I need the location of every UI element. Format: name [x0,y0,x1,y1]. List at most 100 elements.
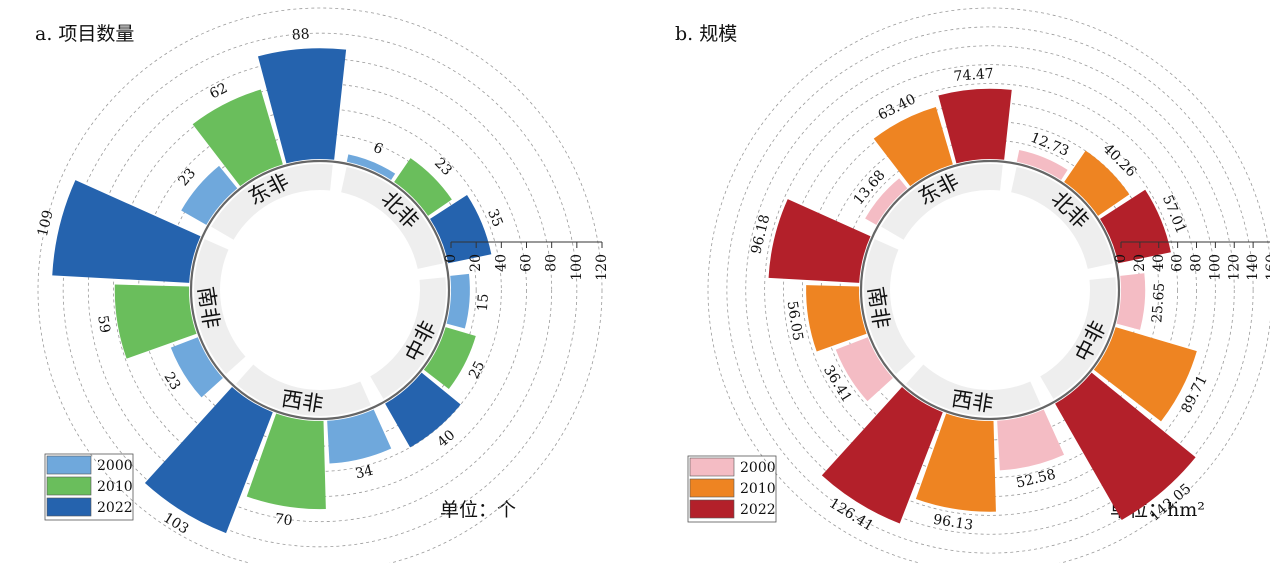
region-band [341,166,444,269]
axis-tick-label: 0 [443,254,459,263]
bar-2000-region-0 [1016,150,1068,180]
legend-label-2022: 2022 [740,502,776,518]
grid-ring [745,45,1235,535]
chart-a-title: a. 项目数量 [35,23,134,45]
axis-tick-label: 80 [544,254,560,272]
value-label: 23 [160,370,183,394]
bar-2000-region-1 [1116,273,1146,330]
legend-frame [687,455,777,523]
bar-2010-region-3 [114,284,197,359]
value-label: 35 [484,207,506,230]
chart-b-title: b. 规模 [675,23,737,45]
region-label: 南非 [193,285,223,330]
region-band [1040,277,1116,399]
axis-tick-label: 40 [493,254,509,272]
bar-2022-region-1 [385,372,461,448]
value-label: 74.47 [953,66,994,85]
legend-swatch-2022 [689,499,735,519]
value-label: 88 [291,26,310,43]
axis-tick-label: 60 [1170,254,1186,272]
region-label: 西非 [950,386,995,416]
chart-b-bars [768,88,1197,524]
chart-b-radial-axis: 0 20 40 60 80 100 120 140 160 [1113,241,1270,281]
bar-2010-region-1 [423,327,476,389]
axis-tick-label: 140 [1245,254,1261,281]
axis-tick-label: 120 [594,254,610,281]
region-label: 西非 [280,386,325,416]
value-label: 25 [466,359,488,382]
legend-label-2022: 2022 [97,500,133,516]
grid-ring [726,26,1254,554]
value-label: 62 [207,80,230,102]
bar-2010-region-0 [394,158,452,216]
legend-frame [44,453,134,521]
bar-2010-region-4 [192,89,283,187]
legend-swatch-2010 [689,478,735,498]
grid-ring [87,57,553,523]
legend-swatch-2000 [46,455,92,475]
axis-tick-label: 100 [569,254,585,281]
axis-tick-label: 20 [1132,254,1148,272]
value-label: 96.13 [932,512,974,534]
bar-2010-region-1 [1093,327,1197,422]
legend-label-2000: 2000 [97,458,133,474]
value-label: 56.05 [784,300,806,342]
bar-2000-region-2 [997,409,1065,471]
region-band [370,277,446,399]
legend-label-2010: 2010 [740,481,776,497]
bar-2022-region-2 [144,387,273,534]
value-label: 25.65 [1149,282,1168,323]
axis-tick-label: 120 [1226,254,1242,281]
value-label: 59 [94,314,113,334]
value-label: 23 [176,165,200,189]
axis-tick-label: 40 [1151,254,1167,272]
value-label: 52.58 [1015,467,1058,492]
axis-tick-label: 160 [1264,254,1270,281]
bar-2022-region-2 [821,387,943,524]
legend-label-2000: 2000 [740,460,776,476]
value-label: 96.18 [748,213,773,256]
grid-ring [764,64,1216,516]
bar-2000-region-1 [446,273,470,329]
legend-swatch-2022 [46,497,92,517]
value-label: 70 [273,511,293,530]
bar-2000-region-3 [170,337,223,398]
value-label: 15 [475,293,492,312]
axis-tick-label: 80 [1189,254,1205,272]
chart-a-unit: 单位：个 [440,499,516,521]
legend-swatch-2000 [689,457,735,477]
bar-2022-region-3 [768,199,871,283]
region-band [1011,166,1114,269]
chart-a-value-labels: 6 23 35 15 25 40 34 70 103 23 59 109 23 62 88 [35,26,506,537]
bar-2022-region-0 [1100,189,1171,264]
grid-ring [163,133,477,447]
value-label: 103 [160,510,191,538]
region-band [236,364,371,416]
region-band [881,164,1003,240]
bar-2000-region-2 [327,409,392,464]
bar-2022-region-4 [257,48,347,164]
base-ring [859,159,1121,421]
axis-tick-label: 60 [519,254,535,272]
bar-2000-region-0 [346,154,396,180]
legend-swatch-2010 [46,476,92,496]
bar-2000-region-4 [865,178,908,225]
grid-ring [707,7,1270,563]
value-label: 23 [431,155,455,179]
bar-2010-region-2 [246,413,326,510]
base-ring [189,159,451,421]
region-band [863,239,916,374]
value-label: 6 [371,140,385,158]
region-band [211,164,333,240]
region-label: 南非 [863,285,893,330]
bar-2000-region-4 [181,165,238,225]
value-label: 109 [35,208,57,238]
grid-ring [62,32,578,548]
legend-label-2010: 2010 [97,479,133,495]
bar-2022-region-1 [1055,372,1196,521]
grid-ring [37,7,603,563]
